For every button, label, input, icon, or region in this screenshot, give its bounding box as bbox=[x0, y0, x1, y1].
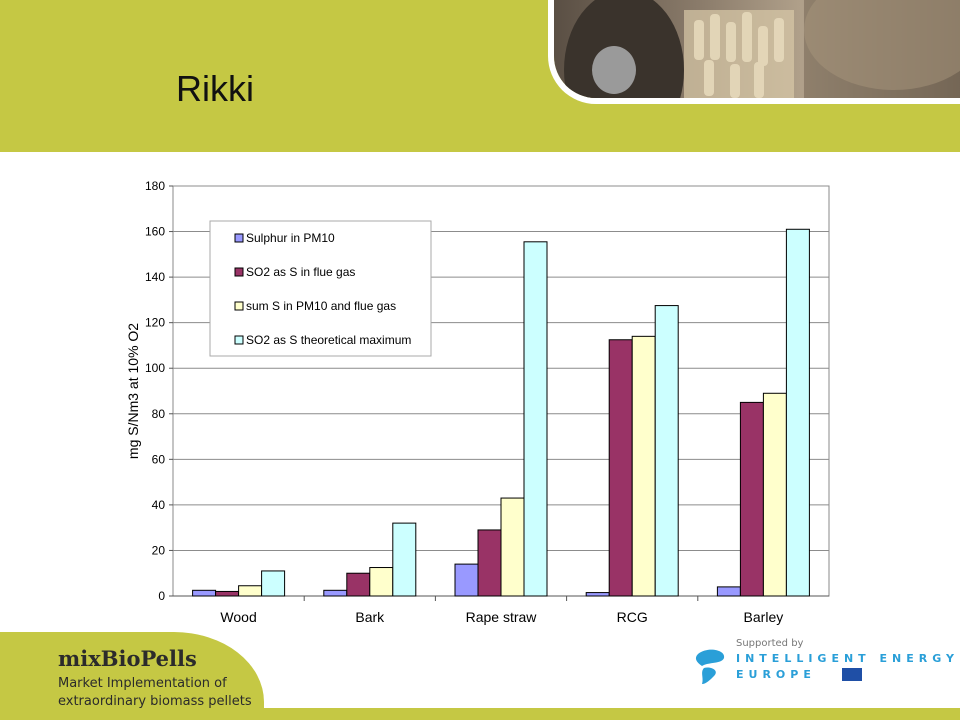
bar-so2-as-s-theoretical-maximum-rcg bbox=[654, 305, 679, 597]
y-tick-label: 20 bbox=[152, 543, 166, 557]
bar-sum-s-in-pm10-and-flue-gas-bark bbox=[369, 567, 394, 597]
x-tick-label: Rape straw bbox=[466, 609, 538, 625]
legend-label: SO2 as S theoretical maximum bbox=[246, 333, 411, 347]
footer-brand-tab bbox=[0, 632, 264, 720]
bar-so2-as-s-theoretical-maximum-wood bbox=[261, 570, 286, 597]
brand-name: mixBioPells bbox=[58, 646, 197, 671]
bar-so2-as-s-theoretical-maximum-bark bbox=[392, 522, 417, 597]
y-tick-label: 0 bbox=[158, 589, 165, 603]
y-tick-label: 80 bbox=[152, 407, 166, 421]
x-tick-label: RCG bbox=[617, 609, 648, 625]
x-tick-label: Barley bbox=[744, 609, 784, 625]
legend-label: sum S in PM10 and flue gas bbox=[246, 299, 396, 313]
brand-tagline-line2: extraordinary biomass pellets bbox=[58, 694, 252, 709]
bar-sum-s-in-pm10-and-flue-gas-wood bbox=[238, 585, 263, 597]
bar-so2-as-s-in-flue-gas-rape-straw bbox=[477, 529, 502, 597]
x-tick-label: Bark bbox=[355, 609, 385, 625]
supported-by-label: Supported by bbox=[736, 638, 804, 649]
legend-swatch bbox=[234, 267, 244, 277]
bar-so2-as-s-in-flue-gas-barley bbox=[739, 401, 764, 597]
bar-sulphur-in-pm10-bark bbox=[323, 589, 348, 597]
page-title: Rikki bbox=[176, 68, 254, 109]
y-tick-label: 100 bbox=[145, 361, 165, 375]
iee-name-line1: INTELLIGENT ENERGY bbox=[736, 652, 959, 665]
legend-label: SO2 as S in flue gas bbox=[246, 265, 355, 279]
legend-label: Sulphur in PM10 bbox=[246, 231, 335, 245]
legend-swatch bbox=[234, 233, 244, 243]
y-tick-label: 60 bbox=[152, 452, 166, 466]
legend-swatch bbox=[234, 301, 244, 311]
bar-sum-s-in-pm10-and-flue-gas-rcg bbox=[631, 335, 656, 597]
brand-tagline-line1: Market Implementation of bbox=[58, 676, 227, 691]
y-tick-label: 140 bbox=[145, 270, 165, 284]
x-tick-label: Wood bbox=[220, 609, 256, 625]
bar-sulphur-in-pm10-barley bbox=[716, 586, 741, 597]
bar-so2-as-s-theoretical-maximum-barley bbox=[785, 228, 810, 597]
y-axis-label: mg S/Nm3 at 10% O2 bbox=[125, 323, 141, 459]
y-tick-label: 160 bbox=[145, 225, 165, 239]
legend-box bbox=[209, 220, 432, 357]
bar-sulphur-in-pm10-wood bbox=[192, 589, 217, 597]
legend-swatch bbox=[234, 335, 244, 345]
intelligent-energy-logo-icon bbox=[695, 649, 725, 684]
y-tick-label: 180 bbox=[145, 179, 165, 193]
iee-name-line2: EUROPE bbox=[736, 668, 816, 681]
bar-so2-as-s-in-flue-gas-bark bbox=[346, 572, 371, 597]
eu-flag-icon bbox=[842, 668, 862, 681]
footer-strip bbox=[0, 708, 960, 720]
y-tick-label: 120 bbox=[145, 316, 165, 330]
bar-so2-as-s-in-flue-gas-wood bbox=[215, 590, 240, 597]
y-tick-label: 40 bbox=[152, 498, 166, 512]
bar-sum-s-in-pm10-and-flue-gas-rape-straw bbox=[500, 497, 525, 597]
bar-sulphur-in-pm10-rape-straw bbox=[454, 563, 479, 597]
header-photo-pellets bbox=[548, 0, 960, 104]
bar-so2-as-s-in-flue-gas-rcg bbox=[608, 339, 633, 597]
bar-sum-s-in-pm10-and-flue-gas-barley bbox=[762, 392, 787, 597]
bar-sulphur-in-pm10-rcg bbox=[585, 592, 610, 597]
bar-so2-as-s-theoretical-maximum-rape-straw bbox=[523, 241, 548, 597]
